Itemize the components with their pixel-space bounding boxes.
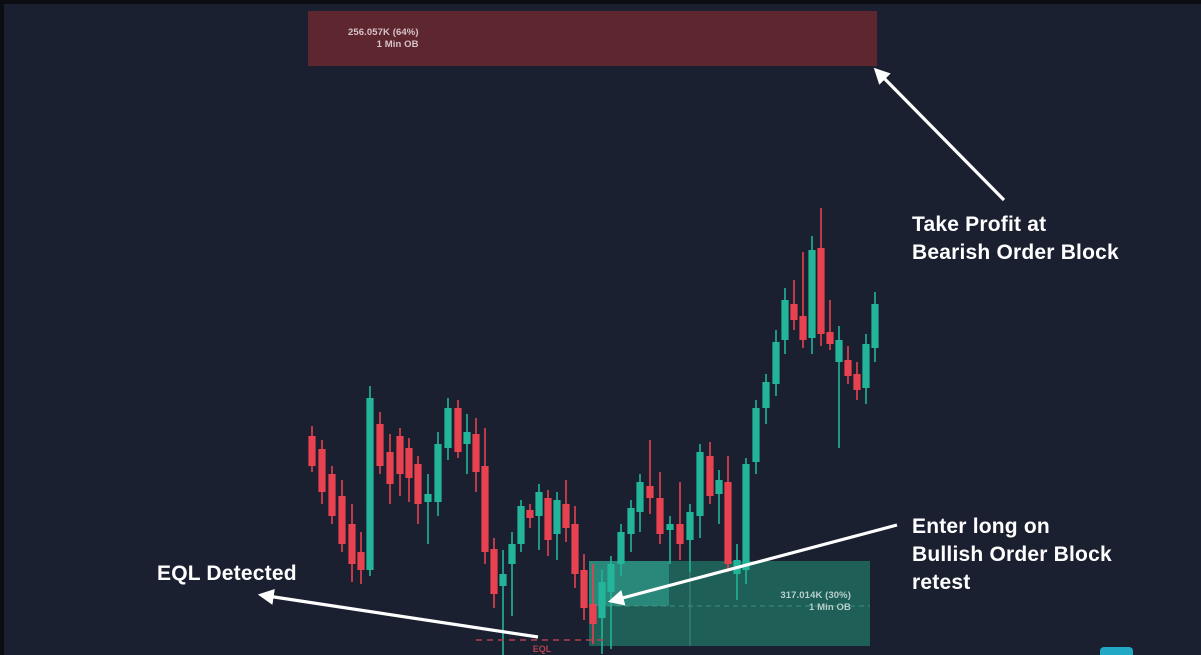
- candle-body: [706, 456, 714, 496]
- candle-body: [308, 436, 316, 466]
- candle-body: [781, 300, 789, 340]
- candle-body: [499, 574, 507, 586]
- candle-body: [844, 360, 852, 376]
- bearish-order-block-zone[interactable]: [308, 11, 877, 66]
- arrow-take-profit: [873, 67, 1006, 202]
- candle-body: [544, 498, 552, 540]
- candle-body: [490, 549, 498, 594]
- candle-body: [752, 408, 760, 462]
- candle-body: [617, 532, 625, 564]
- candle-body: [508, 544, 516, 564]
- annotation-arrows: [257, 67, 1006, 639]
- candle-body: [853, 374, 861, 390]
- candle-body: [627, 508, 635, 534]
- candle-body: [772, 342, 780, 384]
- candle-body: [589, 604, 597, 624]
- candle-body: [835, 340, 843, 362]
- candle-body: [871, 304, 879, 348]
- candle-body: [526, 510, 534, 518]
- candle-body: [580, 570, 588, 608]
- candle-body: [318, 449, 326, 492]
- candle-body: [598, 582, 606, 618]
- candle-body: [463, 432, 471, 444]
- candle-body: [517, 506, 525, 544]
- candle-body: [724, 482, 732, 564]
- arrow-enter-long: [607, 523, 898, 606]
- candle-body: [636, 482, 644, 512]
- price-plot: EQL: [257, 11, 1006, 655]
- candle-body: [414, 464, 422, 504]
- candle-body: [434, 444, 442, 502]
- candle-body: [338, 496, 346, 544]
- candle-body: [817, 248, 825, 334]
- chart-canvas[interactable]: EQL 256.057K (64%) 1 Min OB 317.014K (30…: [4, 4, 1201, 655]
- candle-body: [348, 524, 356, 564]
- candle-body: [396, 436, 404, 474]
- candle-body: [696, 452, 704, 516]
- candle-body: [686, 512, 694, 540]
- candle-body: [826, 332, 834, 344]
- candle-body: [808, 250, 816, 338]
- bearish-zone-label: 256.057K (64%) 1 Min OB: [348, 27, 419, 50]
- candle-body: [472, 434, 480, 472]
- bullish-zone-label: 317.014K (30%) 1 Min OB: [780, 590, 851, 613]
- bearish-zone-rect: [308, 11, 877, 66]
- candle-body: [454, 408, 462, 452]
- window-frame-left: [0, 0, 4, 655]
- candle-body: [666, 524, 674, 530]
- annotation-take-profit: Take Profit at Bearish Order Block: [912, 213, 1119, 264]
- candle-body: [799, 316, 807, 340]
- corner-badge[interactable]: [1100, 647, 1133, 655]
- candle-body: [790, 304, 798, 320]
- candle-body: [424, 494, 432, 502]
- candle-body: [676, 524, 684, 544]
- candle-body: [607, 564, 615, 592]
- candle-body: [742, 464, 750, 570]
- candle-body: [328, 474, 336, 516]
- candle-body: [656, 498, 664, 534]
- candle-body: [715, 480, 723, 494]
- equal-lows-line: EQL: [476, 639, 608, 654]
- candle-body: [562, 504, 570, 528]
- bullish-order-block-zone[interactable]: [589, 561, 870, 646]
- candle-body: [535, 492, 543, 516]
- candle-body: [386, 452, 394, 484]
- candle-body: [405, 448, 413, 478]
- candle-body: [571, 524, 579, 574]
- annotation-eql-detected: EQL Detected: [157, 562, 297, 585]
- candle-body: [444, 408, 452, 448]
- candle-body: [762, 382, 770, 408]
- window-frame-top: [0, 0, 1201, 4]
- candle-body: [366, 398, 374, 570]
- annotation-enter-long: Enter long on Bullish Order Block retest: [912, 515, 1112, 594]
- candle-body: [862, 344, 870, 388]
- candlestick-series: [308, 208, 879, 655]
- eql-line-label: EQL: [533, 644, 552, 654]
- candle-body: [481, 466, 489, 552]
- candle-body: [357, 552, 365, 570]
- candle-body: [646, 486, 654, 498]
- candle-body: [376, 424, 384, 466]
- arrow-eql-detected: [257, 589, 539, 639]
- candle-body: [553, 500, 561, 534]
